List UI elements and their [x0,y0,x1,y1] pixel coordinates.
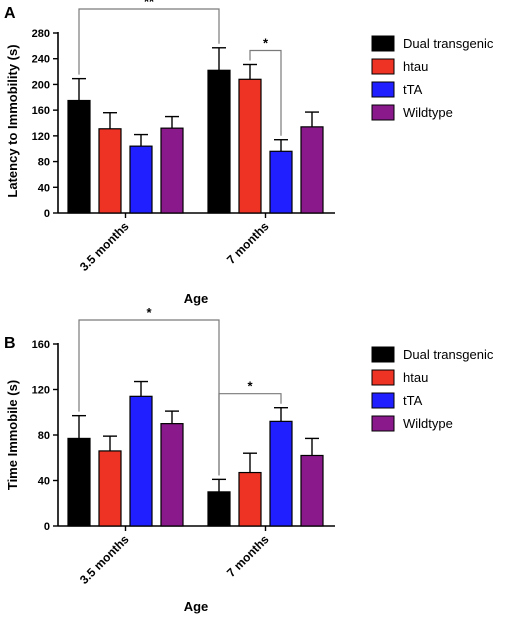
bar [67,99,91,214]
legend-swatch [371,346,395,363]
legend-label: Wildtype [403,105,453,120]
significance-label: * [146,305,152,320]
bar [98,128,122,214]
bar [269,150,293,214]
legend-swatch [371,369,395,386]
panel-b: B 0 40 80 120 160 3.5 months 7 months * * Time I… [4,305,494,614]
significance-label: * [247,379,253,394]
y-tick-label: 200 [32,79,50,91]
bar [300,454,324,527]
y-tick-label: 160 [32,339,50,351]
significance-label: ** [144,0,155,9]
legend-b: Dual transgenic htau tTA Wildtype [371,346,494,432]
panel-a: A 0 40 80 120 160 200 240 280 3.5 months 7 months… [4,0,494,306]
legend-label: tTA [403,393,423,408]
legend-label: Wildtype [403,416,453,431]
legend-swatch [371,58,395,75]
bar [300,126,324,214]
bar [238,471,262,527]
panel-letter-a: A [4,5,16,22]
y-tick-label: 120 [32,131,50,143]
legend-label: Dual transgenic [403,36,494,51]
legend-label: htau [403,370,428,385]
significance-bracket [218,393,282,476]
legend-swatch [371,81,395,98]
x-tick-label: 3.5 months [77,532,132,587]
panel-letter-b: B [4,335,16,352]
bar [207,491,231,527]
plot-area-b: 0 40 80 120 160 3.5 months 7 months * * [32,305,335,587]
bar [129,145,153,214]
x-tick-label: 7 months [224,532,272,580]
significance-bracket [249,49,282,136]
y-tick-label: 240 [32,54,50,66]
y-tick-label: 40 [38,476,50,488]
legend-label: tTA [403,82,423,97]
legend-swatch [371,104,395,121]
bar [67,437,91,527]
x-axis-title-b: Age [184,599,209,614]
bar [269,420,293,527]
legend-label: Dual transgenic [403,347,494,362]
y-tick-label: 280 [32,28,50,40]
y-tick-label: 40 [38,182,50,194]
bar [238,78,262,214]
y-tick-label: 0 [44,521,50,533]
bar [160,127,184,214]
y-tick-label: 80 [38,430,50,442]
y-axis-title-b: Time Immobile (s) [5,380,20,490]
bar [98,450,122,527]
legend-label: htau [403,59,428,74]
y-tick-label: 0 [44,208,50,220]
legend-swatch [371,392,395,409]
x-axis-title-a: Age [184,291,209,306]
bar [129,395,153,527]
significance-label: * [263,36,269,51]
y-axis-title-a: Latency to Immobility (s) [5,44,20,197]
x-tick-label: 3.5 months [77,219,132,274]
x-tick-label: 7 months [224,219,272,267]
significance-bracket [78,8,220,75]
y-tick-label: 80 [38,157,50,169]
bar [160,423,184,527]
legend-a: Dual transgenic htau tTA Wildtype [371,35,494,121]
legend-swatch [371,35,395,52]
bar [207,69,231,214]
legend-swatch [371,415,395,432]
y-tick-label: 120 [32,385,50,397]
y-tick-label: 160 [32,105,50,117]
